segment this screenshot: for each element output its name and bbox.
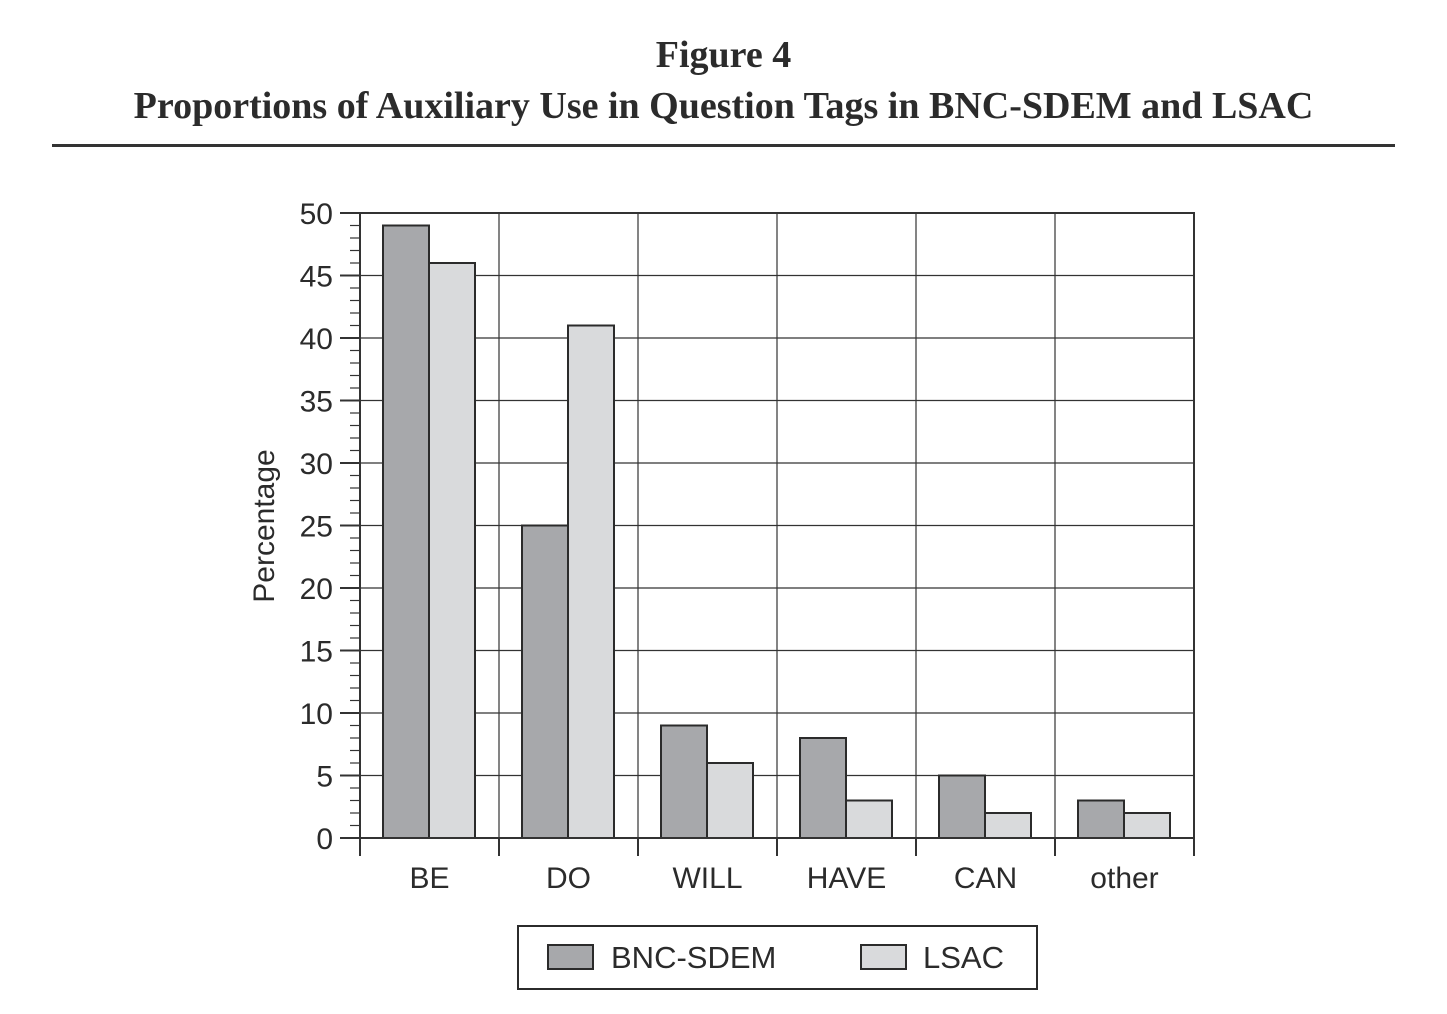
bar-lsac-other [1123,812,1171,839]
y-tick-label: 40 [300,323,333,356]
x-tick-label: BE [409,862,449,895]
bars [382,224,1171,839]
legend-label-bnc-sdem: BNC-SDEM [611,940,776,975]
y-axis-label: Percentage [248,449,281,602]
y-tick-label: 35 [300,386,333,419]
grid-lines [360,212,1194,839]
legend-box [517,925,1038,990]
figure-label: Figure 4 [655,34,792,76]
y-tick-label: 50 [300,198,333,231]
legend: BNC-SDEM LSAC [517,925,1038,990]
bar-lsac-have [845,799,893,839]
y-axis: 0 5 10 15 20 25 30 35 40 45 50 [300,198,361,856]
x-axis: BE DO WILL HAVE CAN other [359,838,1195,895]
x-tick-label: CAN [954,862,1017,895]
x-tick-label: WILL [672,862,742,895]
y-tick-label: 0 [316,823,333,856]
bar-bnc-sdem-other [1077,799,1125,839]
legend-swatch-lsac [860,944,907,970]
y-tick-label: 5 [316,761,333,794]
y-tick-label: 30 [300,448,333,481]
legend-swatch-bnc-sdem [547,944,594,970]
x-tick-label: DO [546,862,591,895]
bar-bnc-sdem-have [799,737,847,839]
bar-lsac-can [984,812,1032,839]
y-tick-label: 20 [300,573,333,606]
bar-bnc-sdem-be [382,224,430,839]
bar-lsac-do [567,324,615,839]
legend-label-lsac: LSAC [923,940,1004,975]
title-rule [52,144,1395,147]
y-tick-label: 45 [300,261,333,294]
figure-title: Proportions of Auxiliary Use in Question… [133,85,1314,127]
y-tick-label: 10 [300,698,333,731]
bar-lsac-will [706,762,754,839]
x-tick-label: other [1090,862,1158,895]
y-tick-label: 15 [300,636,333,669]
bar-bnc-sdem-do [521,524,569,839]
bar-bnc-sdem-can [938,774,986,839]
bar-lsac-be [428,262,476,839]
y-tick-label: 25 [300,511,333,544]
x-tick-label: HAVE [807,862,886,895]
bar-bnc-sdem-will [660,724,708,839]
